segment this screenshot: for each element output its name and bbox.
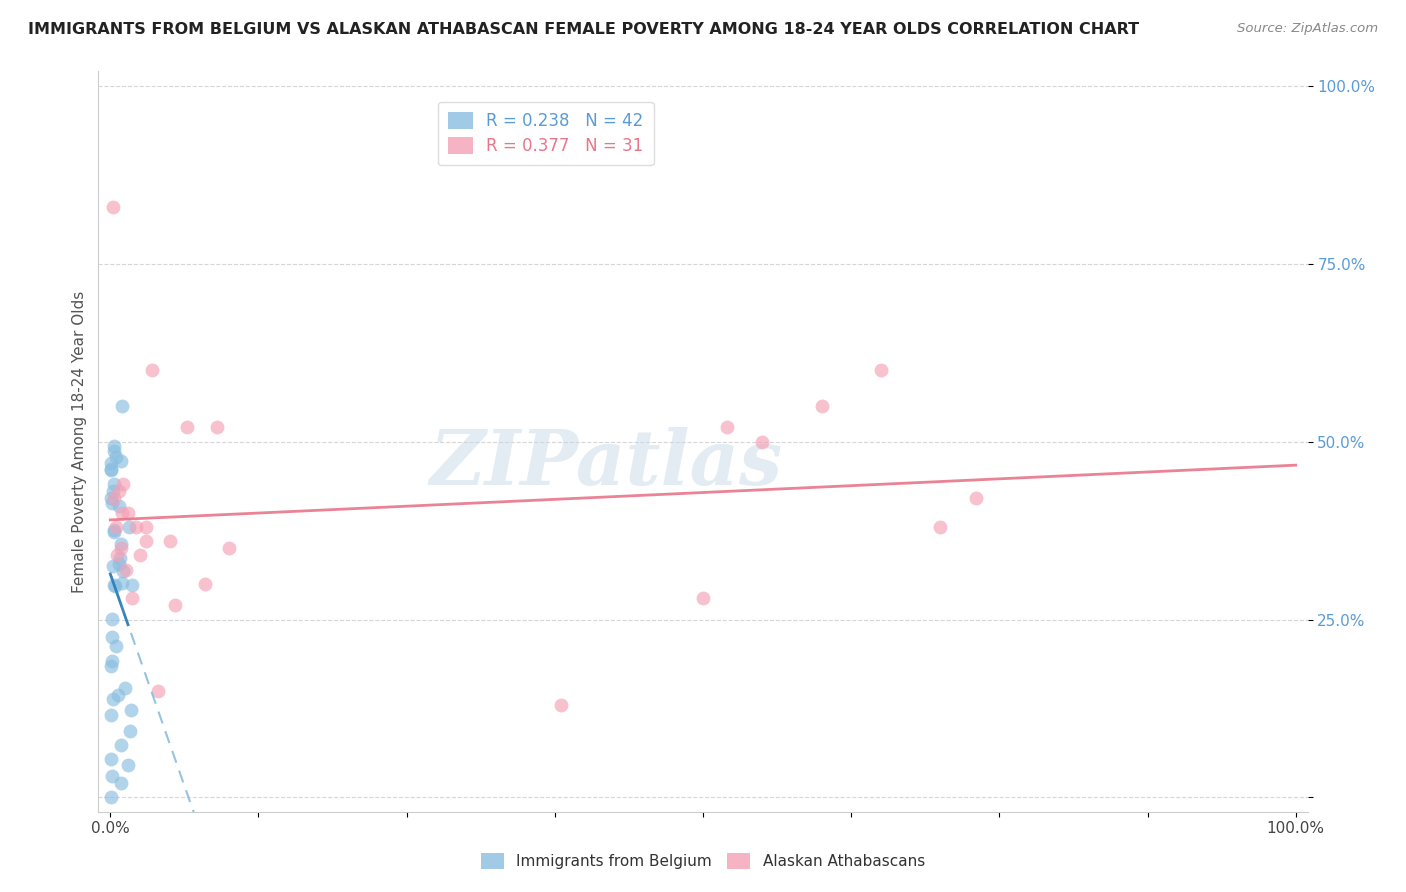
Alaskan Athabascans bbox=[110, 541, 132, 556]
Immigrants from Belgium bbox=[100, 752, 122, 766]
Alaskan Athabascans bbox=[111, 506, 134, 520]
Alaskan Athabascans bbox=[101, 200, 124, 214]
Alaskan Athabascans bbox=[107, 484, 129, 499]
Alaskan Athabascans bbox=[121, 591, 143, 606]
Immigrants from Belgium bbox=[110, 537, 132, 551]
Immigrants from Belgium bbox=[103, 439, 125, 453]
Immigrants from Belgium bbox=[100, 659, 122, 673]
Text: Source: ZipAtlas.com: Source: ZipAtlas.com bbox=[1237, 22, 1378, 36]
Immigrants from Belgium bbox=[100, 768, 122, 782]
Immigrants from Belgium bbox=[120, 703, 142, 717]
Alaskan Athabascans bbox=[965, 491, 987, 506]
Legend: R = 0.238   N = 42, R = 0.377   N = 31: R = 0.238 N = 42, R = 0.377 N = 31 bbox=[439, 102, 654, 165]
Alaskan Athabascans bbox=[194, 577, 217, 591]
Immigrants from Belgium bbox=[100, 790, 122, 805]
Immigrants from Belgium bbox=[114, 681, 136, 695]
Immigrants from Belgium bbox=[117, 757, 139, 772]
Immigrants from Belgium bbox=[107, 688, 129, 702]
Alaskan Athabascans bbox=[146, 683, 169, 698]
Alaskan Athabascans bbox=[929, 520, 952, 534]
Immigrants from Belgium bbox=[101, 484, 124, 499]
Alaskan Athabascans bbox=[550, 698, 572, 712]
Immigrants from Belgium bbox=[103, 525, 125, 540]
Immigrants from Belgium bbox=[103, 477, 125, 491]
Immigrants from Belgium bbox=[111, 399, 134, 413]
Immigrants from Belgium bbox=[101, 496, 124, 510]
Alaskan Athabascans bbox=[165, 599, 187, 613]
Immigrants from Belgium bbox=[110, 776, 132, 790]
Alaskan Athabascans bbox=[117, 506, 139, 520]
Alaskan Athabascans bbox=[692, 591, 714, 606]
Immigrants from Belgium bbox=[103, 578, 125, 592]
Alaskan Athabascans bbox=[141, 363, 163, 377]
Immigrants from Belgium bbox=[100, 463, 122, 477]
Alaskan Athabascans bbox=[105, 520, 128, 534]
Alaskan Athabascans bbox=[135, 520, 157, 534]
Alaskan Athabascans bbox=[125, 520, 148, 534]
Immigrants from Belgium bbox=[104, 579, 127, 593]
Immigrants from Belgium bbox=[100, 462, 122, 476]
Alaskan Athabascans bbox=[114, 563, 136, 577]
Immigrants from Belgium bbox=[103, 523, 125, 537]
Immigrants from Belgium bbox=[121, 578, 143, 592]
Immigrants from Belgium bbox=[101, 630, 124, 644]
Immigrants from Belgium bbox=[100, 491, 122, 506]
Alaskan Athabascans bbox=[716, 420, 738, 434]
Immigrants from Belgium bbox=[110, 453, 132, 467]
Immigrants from Belgium bbox=[100, 456, 122, 470]
Immigrants from Belgium bbox=[108, 557, 131, 571]
Immigrants from Belgium bbox=[110, 738, 132, 752]
Alaskan Athabascans bbox=[810, 399, 832, 413]
Alaskan Athabascans bbox=[751, 434, 773, 449]
Legend: Immigrants from Belgium, Alaskan Athabascans: Immigrants from Belgium, Alaskan Athabas… bbox=[475, 847, 931, 875]
Text: ZIPatlas: ZIPatlas bbox=[430, 426, 783, 500]
Immigrants from Belgium bbox=[112, 564, 135, 578]
Alaskan Athabascans bbox=[112, 477, 135, 491]
Immigrants from Belgium bbox=[108, 499, 131, 513]
Alaskan Athabascans bbox=[105, 549, 128, 563]
Y-axis label: Female Poverty Among 18-24 Year Olds: Female Poverty Among 18-24 Year Olds bbox=[72, 291, 87, 592]
Immigrants from Belgium bbox=[105, 450, 128, 465]
Alaskan Athabascans bbox=[159, 534, 181, 549]
Immigrants from Belgium bbox=[100, 707, 122, 722]
Immigrants from Belgium bbox=[105, 640, 128, 654]
Immigrants from Belgium bbox=[110, 551, 132, 566]
Alaskan Athabascans bbox=[869, 363, 891, 377]
Alaskan Athabascans bbox=[103, 491, 125, 506]
Immigrants from Belgium bbox=[101, 612, 124, 626]
Alaskan Athabascans bbox=[135, 534, 157, 549]
Immigrants from Belgium bbox=[101, 654, 124, 668]
Immigrants from Belgium bbox=[103, 444, 125, 458]
Alaskan Athabascans bbox=[205, 420, 228, 434]
Alaskan Athabascans bbox=[176, 420, 198, 434]
Immigrants from Belgium bbox=[118, 723, 141, 738]
Text: IMMIGRANTS FROM BELGIUM VS ALASKAN ATHABASCAN FEMALE POVERTY AMONG 18-24 YEAR OL: IMMIGRANTS FROM BELGIUM VS ALASKAN ATHAB… bbox=[28, 22, 1139, 37]
Alaskan Athabascans bbox=[129, 549, 152, 563]
Immigrants from Belgium bbox=[101, 692, 124, 706]
Alaskan Athabascans bbox=[218, 541, 240, 556]
Immigrants from Belgium bbox=[117, 519, 139, 533]
Immigrants from Belgium bbox=[101, 559, 124, 574]
Immigrants from Belgium bbox=[110, 575, 132, 590]
